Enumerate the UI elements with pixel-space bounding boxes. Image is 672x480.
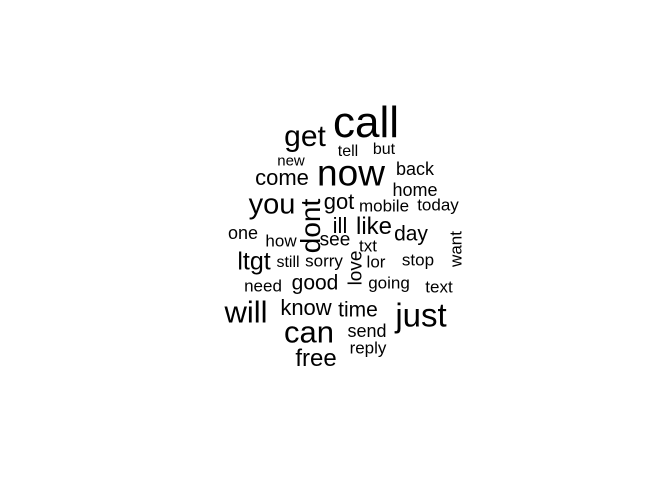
word-know: know: [280, 295, 332, 320]
word-mobile: mobile: [358, 196, 410, 216]
word-like: like: [355, 213, 393, 240]
word-going: going: [368, 273, 410, 293]
word-new: new: [277, 152, 305, 170]
word-still: still: [276, 254, 300, 271]
word-reply: reply: [349, 338, 387, 358]
word-today: today: [417, 195, 459, 215]
word-want: want: [446, 231, 466, 267]
word-sorry: sorry: [305, 251, 343, 271]
word-txt: txt: [359, 236, 377, 256]
word-can: can: [284, 314, 334, 350]
word-you: you: [248, 188, 296, 221]
word-love: love: [345, 250, 367, 286]
word-good: good: [291, 271, 339, 295]
word-see: see: [319, 229, 351, 251]
word-day: day: [394, 222, 428, 246]
word-text: text: [425, 277, 453, 297]
word-got: got: [323, 189, 355, 214]
word-ltgt: ltgt: [237, 247, 271, 276]
word-tell: tell: [337, 143, 359, 160]
word-time: time: [338, 298, 378, 322]
word-get: get: [284, 120, 326, 153]
word-ill: ill: [332, 213, 348, 238]
word-call: call: [332, 98, 400, 147]
word-free: free: [295, 345, 337, 372]
word-now: now: [317, 152, 385, 194]
word-stop: stop: [401, 250, 435, 270]
word-come: come: [255, 165, 309, 190]
word-back: back: [395, 159, 435, 179]
word-how: how: [265, 231, 297, 251]
word-but: but: [372, 141, 396, 158]
word-lor: lor: [366, 252, 386, 272]
word-need: need: [244, 276, 282, 296]
word-will: will: [224, 294, 268, 330]
word-one: one: [227, 223, 259, 243]
word-send: send: [347, 321, 387, 341]
word-home: home: [392, 180, 438, 200]
word-just: just: [395, 296, 447, 334]
